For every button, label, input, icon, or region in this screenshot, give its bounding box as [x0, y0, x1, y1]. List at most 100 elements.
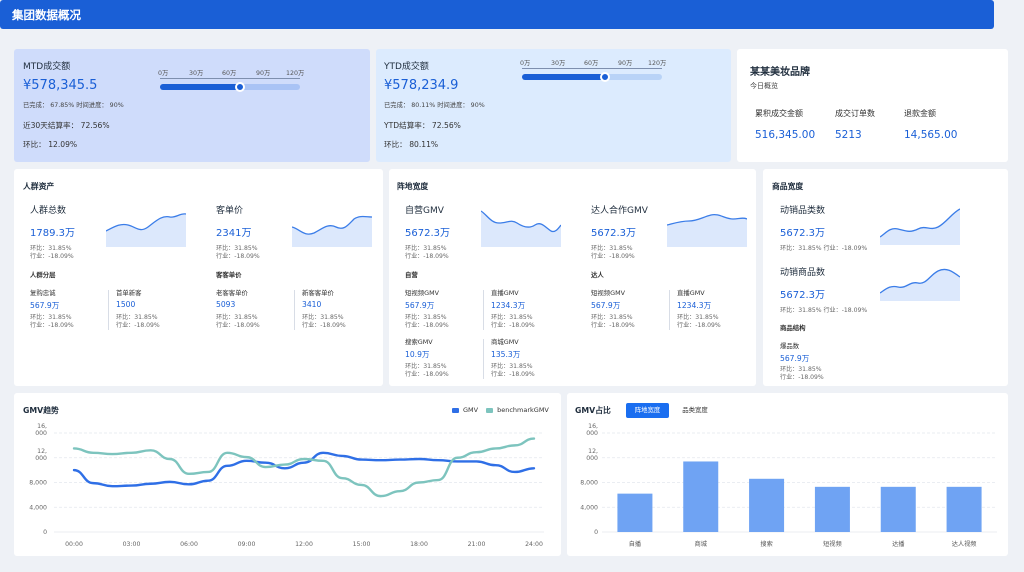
goods-title: 商品宽度 — [772, 182, 804, 191]
tab-channel-width[interactable]: 阵地宽度 — [626, 403, 669, 418]
trend-x-tick-label: 00:00 — [65, 541, 83, 548]
layer-ratio: 环比：31.85% — [30, 314, 72, 321]
ytd-ratio-text: 环比： 80.11% — [384, 140, 439, 149]
ytd-tick-line — [522, 66, 662, 69]
trend-card: GMV趋势 GMV benchmarkGMV 0 4,000 8,000 12, 000… — [14, 393, 561, 556]
goods-hit-industry: 行业：-18.09% — [780, 374, 824, 381]
mtd-value: ¥578,345.5 — [23, 78, 98, 93]
layer-label: 复购忠诚 — [30, 289, 56, 297]
price-item-industry: 行业：-18.09% — [216, 322, 260, 329]
goods-card: 商品宽度 动销品类数 5672.3万 环比：31.85% 行业：-18.09% … — [763, 169, 1008, 386]
trend-x-tick-label: 09:00 — [238, 541, 256, 548]
mtd-tick: 90万 — [256, 70, 271, 77]
share-x-tick-label: 达播 — [892, 540, 905, 548]
channel-self-ratio: 环比：31.85% — [405, 245, 447, 252]
ytd-progress-text: 已完成： 80.11% 时间进度： 90% — [384, 102, 485, 109]
bar — [880, 486, 916, 532]
ytd-tick: 90万 — [618, 60, 633, 67]
channel-talent-sparkline — [667, 213, 747, 247]
channel-self-title: 自营 — [405, 271, 418, 279]
mtd-slider-handle[interactable] — [235, 82, 245, 92]
channel-self-value: 5672.3万 — [405, 228, 450, 239]
crowd-total-sparkline — [106, 213, 186, 247]
talent-item-label: 直播GMV — [677, 289, 705, 297]
ytd-slider[interactable]: 0万 30万 60万 90万 120万 — [520, 58, 666, 86]
trend-x-tick-label: 15:00 — [353, 541, 371, 548]
brand-metric-value: 5213 — [835, 129, 862, 141]
layer-label: 首单新客 — [116, 289, 142, 297]
bar — [946, 486, 982, 532]
crowd-total-value: 1789.3万 — [30, 228, 75, 239]
mtd-tick: 30万 — [189, 70, 204, 77]
self-item-industry: 行业：-18.09% — [405, 322, 449, 329]
dashboard-header: 集团数据概况 — [0, 0, 994, 29]
gmv-series-line — [72, 451, 536, 488]
price-item-value: 5093 — [216, 300, 236, 309]
self-item-ratio: 环比：31.85% — [491, 363, 533, 370]
crowd-layer-title: 人群分层 — [30, 271, 56, 279]
mtd-slider[interactable]: 0万 30万 60万 90万 120万 — [158, 68, 305, 96]
talent-item-industry: 行业：-18.09% — [677, 322, 721, 329]
share-y-tick-label: 0 — [594, 529, 598, 536]
tab-category-width[interactable]: 品类宽度 — [676, 403, 714, 418]
trend-y-tick-label: 0 — [43, 529, 47, 536]
ytd-value: ¥578,234.9 — [384, 78, 459, 93]
benchmark-series-line — [72, 437, 536, 498]
trend-legend: GMV benchmarkGMV — [452, 406, 549, 414]
price-item-label: 老客客单价 — [216, 289, 248, 297]
share-y-tick-label: 000 — [586, 455, 598, 462]
goods-structure-title: 商品结构 — [780, 324, 806, 332]
goods-categories-sparkline — [880, 208, 960, 245]
self-item-value: 1234.3万 — [491, 301, 526, 310]
bar — [814, 486, 850, 532]
self-item-ratio: 环比：31.85% — [405, 363, 447, 370]
price-item-value: 3410 — [302, 300, 322, 309]
mtd-card: MTD成交额 ¥578,345.5 已完成： 67.85% 时间进度： 90% … — [14, 49, 370, 162]
ytd-slider-track — [522, 74, 662, 80]
share-y-tick-label: 12, — [588, 448, 598, 455]
mtd-tick: 60万 — [222, 70, 237, 77]
brand-metric-value: 516,345.00 — [755, 129, 816, 141]
tab-category-width-label: 品类宽度 — [682, 406, 708, 414]
talent-item-label: 短视频GMV — [591, 289, 626, 297]
divider — [669, 290, 670, 330]
talent-item-value: 567.9万 — [591, 301, 621, 310]
bar — [683, 461, 719, 532]
brand-name: 某某美妆品牌 — [750, 67, 810, 78]
crowd-title: 人群资产 — [23, 182, 55, 191]
channel-card: 阵地宽度 自营GMV 5672.3万 环比：31.85% 行业：-18.09% … — [389, 169, 756, 386]
price-item-industry: 行业：-18.09% — [302, 322, 346, 329]
mtd-title: MTD成交额 — [23, 62, 71, 72]
crowd-total-industry: 行业：-18.09% — [30, 253, 74, 260]
ytd-slider-handle[interactable] — [600, 72, 610, 82]
mtd-tick: 120万 — [286, 70, 305, 77]
brand-metric-label: 成交订单数 — [835, 109, 875, 118]
self-item-label: 短视频GMV — [405, 289, 440, 297]
ytd-tick: 0万 — [520, 60, 531, 67]
self-item-value: 10.9万 — [405, 350, 430, 359]
brand-subtitle: 今日概览 — [750, 82, 778, 90]
brand-metric-label: 累积成交金额 — [755, 109, 803, 118]
channel-self-sparkline — [481, 210, 561, 247]
share-y-tick-label: 8,000 — [580, 480, 598, 487]
trend-y-tick-label: 000 — [35, 430, 47, 437]
self-item-industry: 行业：-18.09% — [491, 322, 535, 329]
page-title: 集团数据概况 — [12, 8, 81, 22]
ytd-tick: 30万 — [551, 60, 566, 67]
brand-metric-value: 14,565.00 — [904, 129, 958, 141]
self-item-label: 直播GMV — [491, 289, 519, 297]
price-item-ratio: 环比：31.85% — [302, 314, 344, 321]
share-y-tick-label: 4,000 — [580, 504, 598, 511]
channel-self-label: 自营GMV — [405, 206, 444, 216]
mtd-rate-text: 近30天结算率： 72.56% — [23, 121, 110, 130]
layer-industry: 行业：-18.09% — [30, 322, 74, 329]
mtd-ratio-text: 环比： 12.09% — [23, 140, 78, 149]
crowd-price-label: 客单价 — [216, 206, 244, 216]
ytd-slider-fill — [522, 74, 605, 80]
self-item-label: 商城GMV — [491, 338, 519, 346]
bar — [749, 478, 785, 532]
trend-y-tick-label: 16, — [37, 423, 47, 430]
legend-gmv-swatch — [452, 407, 459, 413]
crowd-card: 人群资产 人群总数 1789.3万 环比：31.85% 行业：-18.09% 客… — [14, 169, 383, 386]
